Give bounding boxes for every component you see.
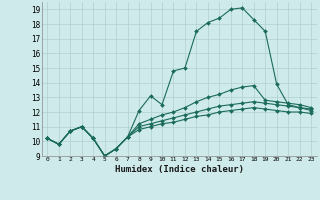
- X-axis label: Humidex (Indice chaleur): Humidex (Indice chaleur): [115, 165, 244, 174]
